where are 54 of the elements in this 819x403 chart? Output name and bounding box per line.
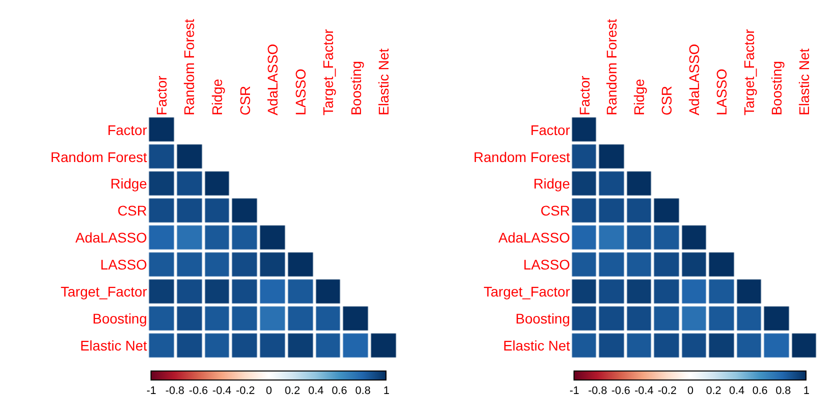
x-tick-label: AdaLASSO bbox=[264, 44, 281, 116]
color-bar-label: -1 bbox=[570, 385, 580, 398]
x-tick-label: Ridge bbox=[208, 78, 225, 116]
x-tick-label: CSR bbox=[658, 86, 675, 116]
color-bar-label: 0.4 bbox=[308, 385, 324, 398]
color-bar-label: -0.8 bbox=[165, 385, 184, 398]
y-tick-label: Factor bbox=[530, 122, 570, 138]
color-bar-label: -1 bbox=[146, 385, 156, 398]
color-bar-label: 0.6 bbox=[752, 385, 768, 398]
x-tick-label: LASSO bbox=[713, 68, 730, 116]
x-tick-label: Boosting bbox=[348, 60, 364, 116]
y-tick-label: Elastic Net bbox=[80, 337, 148, 354]
y-tick-label: Boosting bbox=[516, 310, 570, 326]
y-tick-label: LASSO bbox=[523, 256, 570, 273]
x-tick-label: Elastic Net bbox=[376, 48, 392, 116]
y-tick-label: Factor bbox=[107, 122, 148, 138]
y-tick-label: Boosting bbox=[92, 310, 147, 326]
color-bar-label: 0 bbox=[687, 385, 694, 398]
y-tick-label: Random Forest bbox=[50, 148, 148, 165]
x-tick-label: LASSO bbox=[292, 68, 308, 116]
y-tick-label: LASSO bbox=[100, 256, 148, 273]
color-bar-label: 0.8 bbox=[355, 385, 371, 398]
y-tick-label: CSR bbox=[117, 202, 147, 219]
x-tick-label: Target_Factor bbox=[740, 28, 757, 116]
color-bar-label: -0.2 bbox=[658, 385, 677, 398]
color-bar-label: 0.8 bbox=[776, 385, 791, 398]
x-tick-label: Target_Factor bbox=[320, 28, 336, 116]
color-bar-label: -0.4 bbox=[634, 385, 654, 398]
y-tick-label: AdaLASSO bbox=[75, 230, 148, 246]
x-tick-label: Ridge bbox=[631, 78, 648, 116]
color-bar-label: -0.4 bbox=[212, 385, 232, 398]
x-tick-label: AdaLASSO bbox=[686, 44, 702, 116]
y-tick-label: Target_Factor bbox=[484, 284, 570, 300]
color-bar-label: -0.2 bbox=[236, 385, 255, 398]
color-bar-label: 1 bbox=[383, 385, 390, 398]
x-tick-label: Boosting bbox=[768, 60, 784, 116]
color-bar-label: 0.4 bbox=[729, 385, 744, 398]
y-tick-label: Ridge bbox=[533, 176, 570, 192]
x-tick-label: CSR bbox=[236, 86, 253, 116]
color-bar-label: 0 bbox=[266, 385, 272, 398]
color-bar-label: 0.2 bbox=[284, 385, 300, 398]
y-tick-label: CSR bbox=[540, 202, 570, 219]
color-bar-label: 0.2 bbox=[706, 385, 722, 398]
color-bar-label: 1 bbox=[803, 385, 810, 398]
y-tick-label: Elastic Net bbox=[503, 337, 570, 354]
x-tick-label: Elastic Net bbox=[796, 48, 812, 116]
y-tick-label: AdaLASSO bbox=[498, 230, 570, 246]
color-bar-label: -0.6 bbox=[611, 385, 630, 398]
y-tick-label: Random Forest bbox=[474, 148, 570, 165]
y-tick-label: Target_Factor bbox=[60, 284, 148, 300]
y-tick-label: Ridge bbox=[110, 176, 148, 192]
color-bar-label: -0.8 bbox=[588, 385, 608, 398]
color-bar-label: -0.6 bbox=[188, 385, 208, 398]
color-bar-label: 0.6 bbox=[332, 385, 348, 398]
